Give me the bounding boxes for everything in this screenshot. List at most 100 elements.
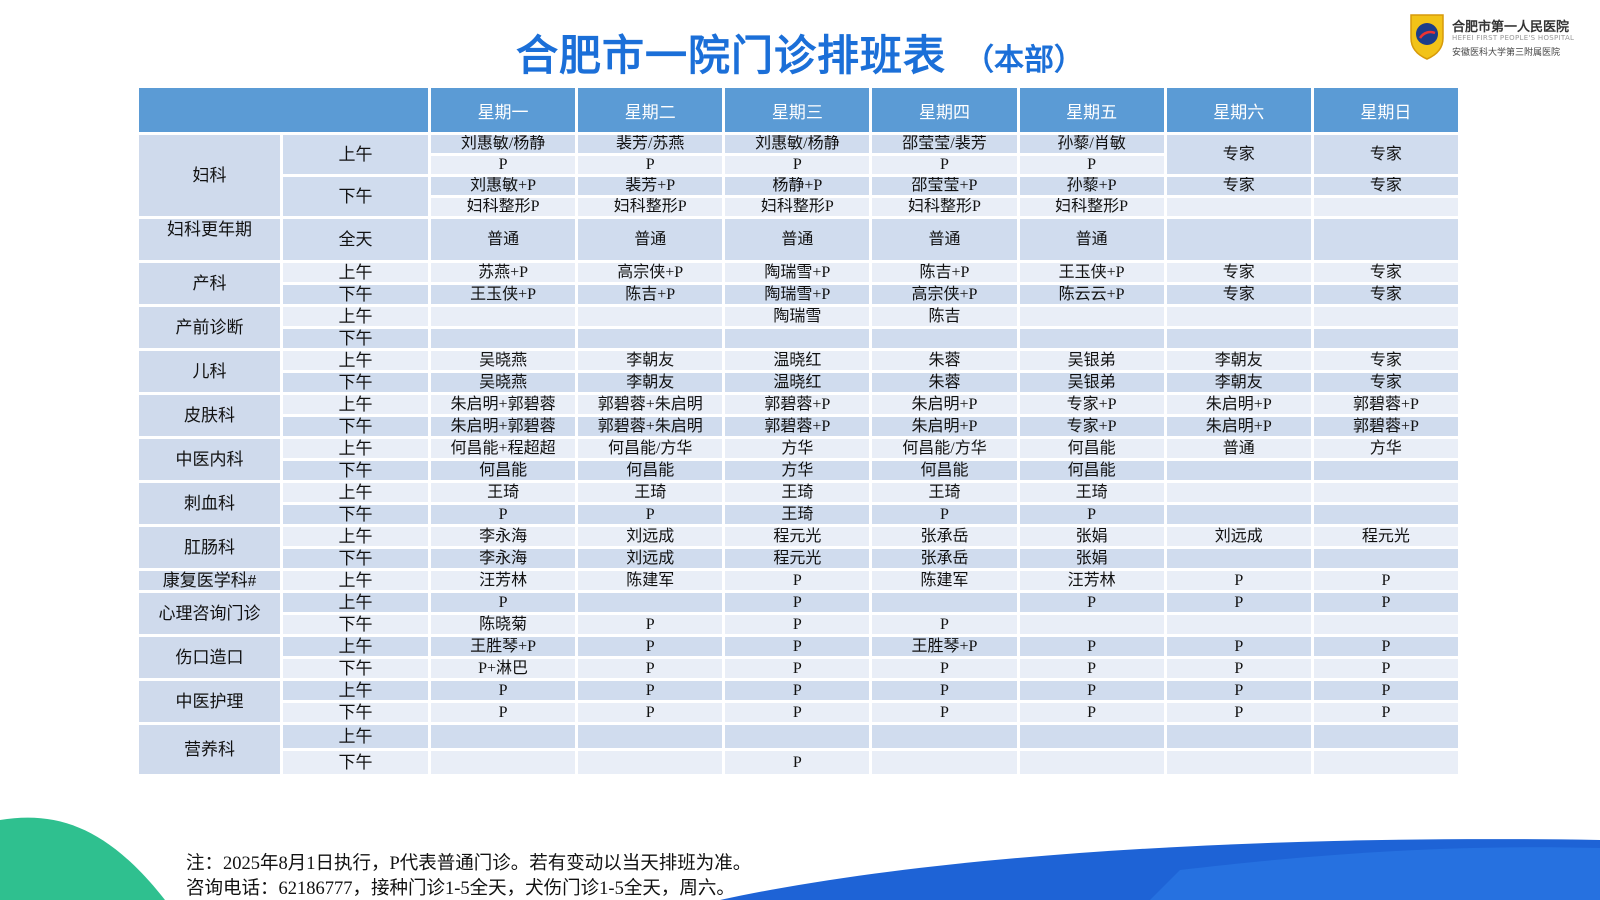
schedule-cell: 专家+P: [1016, 414, 1167, 439]
schedule-cell: P: [1310, 590, 1462, 615]
schedule-cell: 程元光: [722, 546, 873, 571]
title-main: 合肥市一院门诊排班表: [515, 31, 946, 80]
schedule-cell: P: [869, 502, 1020, 527]
department-name: 营养科: [136, 722, 283, 777]
schedule-cell: P: [575, 634, 726, 659]
schedule-cell: 郭碧蓉+朱启明: [575, 392, 726, 417]
schedule-cell: P: [722, 153, 873, 177]
schedule-cell: 普通: [575, 216, 726, 263]
footer-contact: 咨询电话：62186777，接种门诊1-5全天，犬伤门诊1-5全天，周六。: [186, 879, 735, 899]
schedule-cell: 郭碧蓉+P: [1310, 392, 1462, 417]
department-name: 产科: [136, 260, 283, 307]
schedule-cell: 何昌能: [1016, 436, 1167, 461]
schedule-cell: [869, 590, 1020, 615]
schedule-cell: [1310, 216, 1462, 263]
schedule-cell: 温晓红: [722, 348, 873, 373]
table-row: 皮肤科 上午 朱启明+郭碧蓉 郭碧蓉+朱启明 郭碧蓉+P 朱启明+P 专家+P 朱启明+P 郭碧…: [136, 392, 1462, 439]
schedule-cell: P: [1310, 700, 1462, 725]
schedule-cell: P: [427, 502, 579, 527]
schedule-cell: [1016, 304, 1167, 329]
schedule-cell: 专家: [1163, 174, 1314, 198]
schedule-cell: 刘远成: [575, 546, 726, 571]
schedule-cell: 陶瑞雪: [722, 304, 873, 329]
schedule-cell: [1016, 612, 1167, 637]
schedule-cell: 何昌能+程超超: [427, 436, 579, 461]
period-label: 上午: [280, 722, 431, 751]
logo-affiliation: 安徽医科大学第三附属医院: [1452, 48, 1561, 58]
schedule-cell: 刘惠敏+P: [427, 174, 579, 198]
schedule-cell: [1310, 502, 1462, 527]
schedule-cell: 何昌能: [1016, 458, 1167, 483]
period-label: 上午: [280, 590, 431, 615]
schedule-cell: 杨静+P: [722, 174, 873, 198]
department-name: 中医内科: [136, 436, 283, 483]
schedule-cell: [1016, 722, 1167, 751]
schedule-cell: 方华: [722, 458, 873, 483]
schedule-cell: [1163, 304, 1314, 329]
schedule-cell: [575, 590, 726, 615]
logo-name-cn: 合肥市第一人民医院: [1452, 20, 1570, 35]
schedule-cell: P: [427, 153, 579, 177]
schedule-cell: 李朝友: [1163, 348, 1314, 373]
schedule-cell: [427, 326, 579, 351]
department-name: 肛肠科: [136, 524, 283, 571]
schedule-cell: 孙藜+P: [1016, 174, 1167, 198]
schedule-cell: 王琦: [1016, 480, 1167, 505]
table-row: 刺血科 上午 王琦 王琦 王琦 王琦 王琦: [136, 480, 1462, 527]
schedule-cell: 专家: [1163, 132, 1314, 177]
period-label: 下午: [280, 174, 431, 219]
table-row: 下午 李永海 刘远成 程元光 张承岳 张娟: [138, 546, 1462, 571]
schedule-cell: [1163, 748, 1314, 777]
schedule-cell: 专家: [1310, 348, 1462, 373]
table-row: 营养科 上午: [136, 722, 1462, 777]
schedule-cell: P: [575, 656, 726, 681]
schedule-cell: 陈云云+P: [1016, 282, 1167, 307]
schedule-cell: P+淋巴: [427, 656, 579, 681]
period-label: 下午: [280, 748, 431, 777]
schedule-cell: 李朝友: [575, 348, 726, 373]
schedule-cell: 张娟: [1016, 546, 1167, 571]
header-corner: [136, 85, 431, 135]
schedule-cell: [869, 326, 1020, 351]
table-row: 下午 P P P P P P P: [138, 700, 1462, 725]
table-row: 下午 刘惠敏+P 裴芳+P 杨静+P 邵莹莹+P 孙藜+P 专家 专家: [138, 174, 1462, 219]
schedule-cell: P: [1163, 634, 1314, 659]
schedule-cell: 陈晓菊: [427, 612, 579, 637]
schedule-cell: P: [1016, 590, 1167, 615]
period-label: 上午: [280, 304, 431, 329]
schedule-cell: [722, 722, 873, 751]
schedule-cell: 郭碧蓉+P: [1310, 414, 1462, 439]
schedule-cell: P: [1163, 678, 1314, 703]
schedule-cell: 何昌能: [575, 458, 726, 483]
schedule-cell: 陈建军: [575, 568, 726, 593]
schedule-cell: [869, 748, 1020, 777]
schedule-cell: 妇科整形P: [1016, 195, 1167, 219]
schedule-cell: 朱启明+P: [869, 392, 1020, 417]
period-label: 下午: [280, 502, 431, 527]
schedule-cell: 王琦: [427, 480, 579, 505]
schedule-cell: 程元光: [722, 524, 873, 549]
schedule-cell: P: [869, 700, 1020, 725]
schedule-cell: [869, 722, 1020, 751]
schedule-cell: P: [1310, 678, 1462, 703]
logo-name-en: HEFEI FIRST PEOPLE'S HOSPITAL: [1452, 34, 1575, 42]
schedule-cell: 孙藜/肖敏: [1016, 132, 1167, 156]
department-name: 皮肤科: [136, 392, 283, 439]
table-row: 妇科 上午 刘惠敏/杨静 裴芳/苏燕 刘惠敏/杨静 邵莹莹/裴芳 孙藜/肖敏 专家 专家: [136, 132, 1462, 219]
schedule-cell: P: [575, 612, 726, 637]
table-row: 妇科整形P 妇科整形P 妇科整形P 妇科整形P 妇科整形P: [138, 195, 1462, 219]
schedule-cell: [1310, 612, 1462, 637]
schedule-cell: [1310, 546, 1462, 571]
schedule-cell: 邵莹莹+P: [869, 174, 1020, 198]
table-row: 下午 吴晓燕 李朝友 温晓红 朱蓉 吴银弟 李朝友 专家: [138, 370, 1462, 395]
period-label: 上午: [280, 392, 431, 417]
schedule-cell: 张承岳: [869, 524, 1020, 549]
period-label: 下午: [280, 700, 431, 725]
schedule-cell: [1163, 502, 1314, 527]
schedule-cell: 刘远成: [575, 524, 726, 549]
period-label: 全天: [280, 216, 431, 263]
schedule-cell: P: [722, 568, 873, 593]
schedule-cell: 专家: [1310, 370, 1462, 395]
department-name: 妇科更年期: [136, 216, 283, 263]
